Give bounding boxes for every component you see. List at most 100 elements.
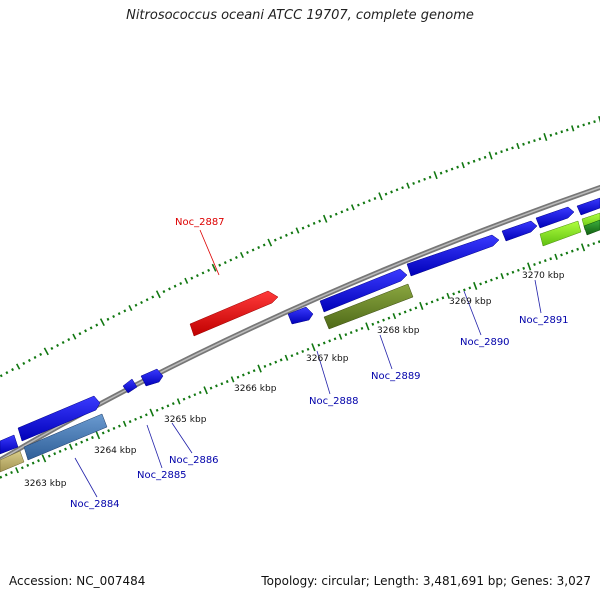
feature-lime[interactable] (539, 220, 582, 247)
gene-label-noc-2888[interactable]: Noc_2888 (309, 396, 359, 407)
ring-tick (203, 386, 208, 395)
feature-steelblue[interactable] (23, 413, 108, 461)
ring-tick (41, 454, 47, 463)
ring-tick (166, 404, 170, 408)
gene-label-noc-2885[interactable]: Noc_2885 (137, 470, 187, 481)
cds-feature-noc-2887[interactable] (189, 290, 279, 337)
cds-feature[interactable] (122, 378, 138, 394)
ring-tick (307, 224, 311, 228)
ring-tick (587, 243, 590, 247)
ring-tick (511, 270, 515, 274)
ring-tick (317, 343, 321, 347)
ring-tick (201, 271, 205, 275)
ring-tick (179, 281, 183, 286)
ring-tick (4, 473, 8, 477)
ring-tick (39, 352, 43, 356)
ring-tick (168, 287, 171, 291)
ring-tick (122, 420, 127, 427)
ring-tick (195, 274, 199, 278)
cds-feature[interactable] (319, 268, 408, 313)
ring-tick (516, 268, 520, 272)
ring-tick (56, 343, 59, 347)
gene-label-noc-2890[interactable]: Noc_2890 (460, 337, 510, 348)
ring-tick (378, 192, 383, 201)
ring-tick (151, 295, 155, 299)
ring-tick (430, 300, 434, 304)
ring-tick (155, 408, 159, 412)
ring-tick (198, 391, 202, 394)
ring-tick (241, 373, 245, 377)
ring-tick (220, 382, 224, 386)
ring-tick (527, 262, 532, 271)
ring-tick (312, 221, 316, 225)
ring-tick (446, 292, 451, 299)
ring-tick (582, 123, 585, 127)
ring-tick (262, 243, 266, 247)
gene-label-noc-2889[interactable]: Noc_2889 (371, 371, 421, 382)
outer-tick-ring (0, 115, 600, 378)
ring-tick (128, 305, 133, 312)
scale-label: 3267 kbp (306, 354, 349, 364)
ring-tick (239, 251, 244, 259)
gene-label-noc-2884[interactable]: Noc_2884 (70, 499, 120, 510)
ring-tick (0, 374, 3, 378)
ring-tick (161, 406, 164, 410)
ring-tick (99, 318, 105, 327)
ring-tick (484, 280, 488, 284)
ring-tick (139, 415, 143, 419)
ring-tick (516, 142, 520, 150)
ring-tick (58, 449, 62, 453)
ring-tick (145, 298, 149, 302)
ring-tick (376, 320, 380, 324)
ring-tick (251, 248, 255, 252)
cds-feature[interactable] (140, 368, 164, 387)
ring-tick (439, 171, 443, 175)
scale-label: 3264 kbp (94, 446, 137, 456)
ring-tick (334, 212, 338, 216)
ring-tick (80, 440, 84, 444)
cds-feature[interactable] (17, 395, 101, 442)
gene-label-noc-2887[interactable]: Noc_2887 (175, 217, 225, 228)
cds-feature[interactable] (535, 206, 575, 229)
scale-label: 3270 kbp (522, 271, 565, 281)
cds-feature[interactable] (287, 306, 314, 325)
ring-tick (257, 364, 262, 373)
ring-tick (182, 397, 186, 401)
ring-tick (387, 316, 391, 320)
ring-tick (284, 354, 289, 361)
ring-tick (538, 261, 542, 265)
ring-tick (384, 192, 388, 196)
ring-tick (95, 323, 99, 327)
ring-tick (230, 376, 235, 383)
cds-feature[interactable] (0, 434, 19, 455)
feature-khaki[interactable] (0, 450, 25, 473)
feature-olive[interactable] (323, 283, 414, 330)
ring-tick (144, 413, 148, 417)
gene-label-noc-2886[interactable]: Noc_2886 (169, 455, 219, 466)
ring-tick (207, 268, 211, 272)
cds-feature[interactable] (406, 234, 500, 277)
ring-tick (149, 408, 155, 417)
ring-tick (522, 142, 525, 146)
feature-green[interactable] (583, 219, 600, 236)
ring-tick (450, 167, 454, 171)
ring-tick (344, 333, 348, 337)
ring-tick (225, 380, 229, 384)
ring-tick (162, 290, 166, 294)
ring-tick (184, 277, 189, 284)
ring-tick (522, 266, 526, 270)
ring-tick (89, 326, 93, 330)
cds-feature[interactable] (501, 220, 538, 242)
cds-feature[interactable] (576, 197, 600, 216)
ring-tick (494, 152, 498, 156)
ring-tick (576, 125, 580, 129)
gene-label-noc-2891[interactable]: Noc_2891 (519, 315, 569, 326)
ring-tick (395, 188, 399, 192)
ring-tick (26, 463, 30, 467)
ring-tick (533, 263, 536, 266)
ring-tick (290, 231, 294, 235)
ring-tick (229, 258, 233, 262)
ring-tick (117, 424, 121, 428)
ring-tick (570, 249, 574, 253)
ring-tick (500, 150, 503, 154)
